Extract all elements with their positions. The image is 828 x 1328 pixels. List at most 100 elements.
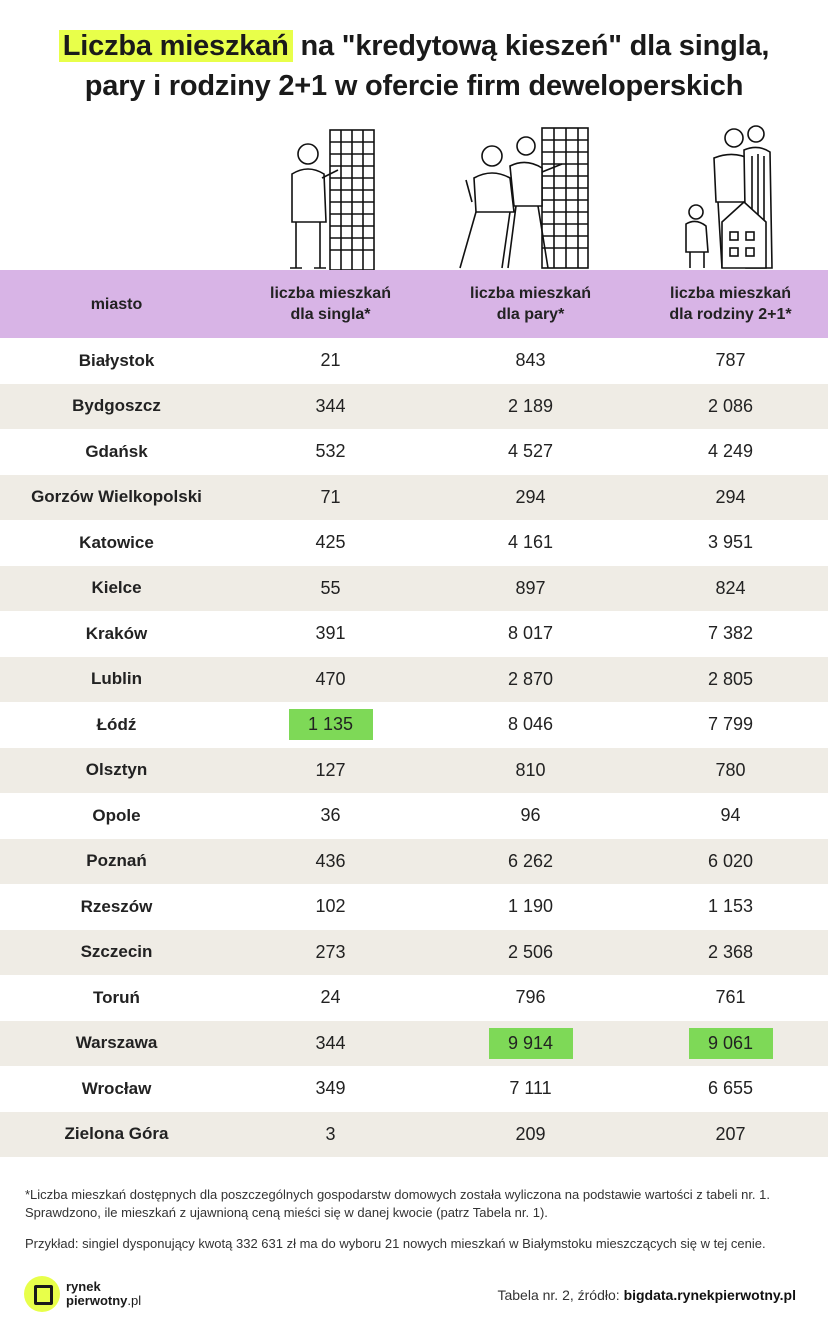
- single-value-cell: 127: [233, 748, 428, 794]
- header-family: liczba mieszkań dla rodziny 2+1*: [669, 285, 792, 323]
- rynekpierwotny-logo: rynek pierwotny.pl: [24, 1276, 141, 1312]
- family-value: 2 368: [707, 941, 754, 962]
- couple-value-cell: 209: [428, 1112, 633, 1158]
- single-value: 3: [325, 1123, 336, 1144]
- couple-value: 294: [515, 486, 546, 507]
- city-cell: Toruń: [93, 987, 140, 1007]
- family-value: 780: [715, 759, 746, 780]
- table-row: Rzeszów 102 1 190 1 153: [0, 884, 828, 930]
- couple-value-cell: 810: [428, 748, 633, 794]
- single-value: 24: [320, 987, 341, 1008]
- family-value: 4 249: [707, 441, 754, 462]
- family-value-cell: 780: [633, 748, 828, 794]
- couple-value: 96: [520, 805, 541, 826]
- couple-value-cell: 8 017: [428, 611, 633, 657]
- couple-value-cell: 796: [428, 975, 633, 1021]
- couple-building-illustration: [430, 122, 630, 272]
- table-row: Białystok 21 843 787: [0, 338, 828, 384]
- single-value: 532: [315, 441, 346, 462]
- couple-value-cell: 843: [428, 338, 633, 384]
- single-value: 391: [315, 623, 346, 644]
- family-value: 9 061: [688, 1027, 773, 1059]
- city-cell: Opole: [92, 805, 141, 825]
- couple-value: 2 189: [507, 395, 554, 416]
- couple-value: 7 111: [509, 1078, 552, 1099]
- logo-text: rynek pierwotny.pl: [66, 1279, 142, 1308]
- table-row: Bydgoszcz 344 2 189 2 086: [0, 383, 828, 430]
- table-row: Lublin 470 2 870 2 805: [0, 656, 828, 703]
- couple-value-cell: 7 111: [428, 1066, 633, 1112]
- single-value: 470: [315, 668, 346, 689]
- city-cell: Olsztyn: [85, 760, 148, 780]
- table-row: Poznań 436 6 262 6 020: [0, 838, 828, 885]
- family-value: 7 382: [707, 623, 754, 644]
- single-value: 36: [320, 805, 341, 826]
- header-single: liczba mieszkań dla singla*: [270, 285, 391, 323]
- couple-value-cell: 897: [428, 566, 633, 612]
- family-value: 787: [715, 350, 746, 371]
- couple-value-cell: 2 870: [428, 657, 633, 703]
- footnote: *Liczba mieszkań dostępnych dla poszczeg…: [25, 1187, 770, 1220]
- single-value-cell: 344: [233, 384, 428, 430]
- family-value-cell: 94: [633, 793, 828, 839]
- example-note: Przykład: singiel dysponujący kwotą 332 …: [25, 1236, 766, 1251]
- family-value-cell: 2 805: [633, 657, 828, 703]
- family-value: 6 655: [707, 1078, 754, 1099]
- couple-value: 8 046: [507, 714, 554, 735]
- family-value-cell: 1 153: [633, 884, 828, 930]
- couple-value: 4 161: [507, 532, 554, 553]
- city-cell: Rzeszów: [80, 896, 153, 916]
- family-value: 207: [715, 1123, 746, 1144]
- table-header-row: miasto liczba mieszkań dla singla* liczba…: [0, 270, 828, 338]
- table-row: Opole 36 96 94: [0, 793, 828, 839]
- family-value-cell: 6 655: [633, 1066, 828, 1112]
- family-value-cell: 787: [633, 338, 828, 384]
- city-cell: Warszawa: [75, 1033, 158, 1053]
- family-value-cell: 824: [633, 566, 828, 612]
- single-value: 344: [315, 395, 346, 416]
- family-value-cell: 294: [633, 475, 828, 521]
- city-cell: Gdańsk: [85, 441, 148, 461]
- table-row: Kraków 391 8 017 7 382: [0, 611, 828, 657]
- couple-value: 6 262: [507, 850, 554, 871]
- city-cell: Gorzów Wielkopolski: [31, 487, 202, 507]
- source-link[interactable]: bigdata.rynekpierwotny.pl: [623, 1287, 796, 1303]
- city-cell: Katowice: [79, 532, 154, 552]
- family-value-cell: 6 020: [633, 839, 828, 885]
- family-value-cell: 2 086: [633, 384, 828, 430]
- single-value-cell: 24: [233, 975, 428, 1021]
- couple-value-cell: 96: [428, 793, 633, 839]
- single-value-cell: 344: [233, 1021, 428, 1067]
- couple-value: 9 914: [488, 1027, 573, 1059]
- source-note: Tabela nr. 2, źródło: bigdata.rynekpierw…: [497, 1287, 796, 1303]
- couple-value-cell: 2 506: [428, 930, 633, 976]
- single-value-cell: 36: [233, 793, 428, 839]
- family-value: 2 805: [707, 668, 754, 689]
- table-row: Kielce 55 897 824: [0, 565, 828, 612]
- family-value: 2 086: [707, 395, 754, 416]
- family-value-cell: 2 368: [633, 930, 828, 976]
- family-value-cell: 761: [633, 975, 828, 1021]
- single-value-cell: 273: [233, 930, 428, 976]
- table-row: Warszawa 344 9 914 9 061: [0, 1020, 828, 1067]
- single-value-cell: 3: [233, 1112, 428, 1158]
- family-value: 1 153: [707, 896, 754, 917]
- couple-value: 1 190: [507, 896, 554, 917]
- header-couple: liczba mieszkań dla pary*: [470, 285, 591, 323]
- table-row: Szczecin 273 2 506 2 368: [0, 929, 828, 976]
- single-value: 55: [320, 577, 341, 598]
- couple-value-cell: 6 262: [428, 839, 633, 885]
- couple-value: 4 527: [507, 441, 554, 462]
- city-cell: Wrocław: [81, 1078, 152, 1098]
- chart-title: Liczba mieszkań na "kredytową kieszeń" d…: [0, 26, 828, 106]
- table-row: Gdańsk 532 4 527 4 249: [0, 429, 828, 475]
- apartments-table: miasto liczba mieszkań dla singla* liczba…: [0, 270, 828, 1157]
- title-line1-rest: na "kredytową kieszeń" dla singla,: [292, 30, 770, 62]
- single-value-cell: 470: [233, 657, 428, 703]
- single-value-cell: 391: [233, 611, 428, 657]
- single-value: 344: [315, 1032, 346, 1053]
- single-value-cell: 425: [233, 520, 428, 566]
- city-cell: Bydgoszcz: [72, 396, 161, 416]
- single-value-cell: 102: [233, 884, 428, 930]
- couple-value-cell: 2 189: [428, 384, 633, 430]
